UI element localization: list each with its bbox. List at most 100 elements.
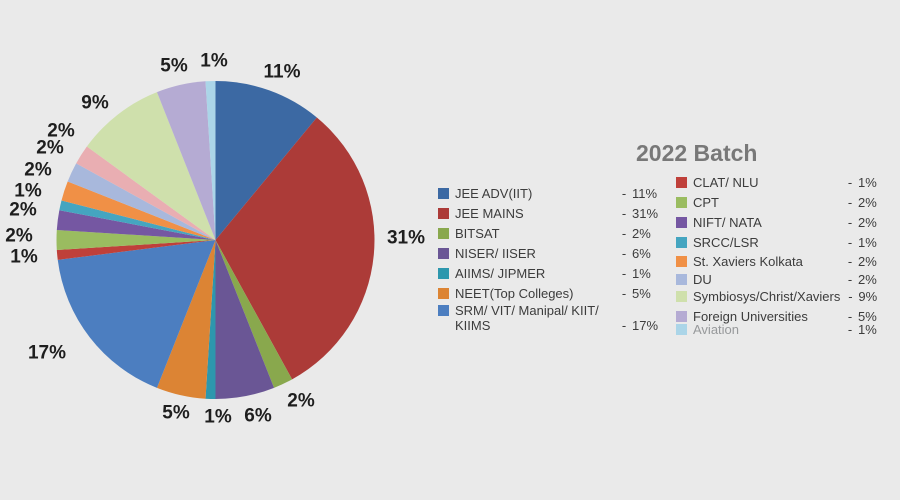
legend-separator: - bbox=[847, 309, 853, 324]
legend-swatch bbox=[438, 248, 449, 259]
legend-row: NEET(Top Colleges) -5% bbox=[438, 286, 668, 301]
pie-slice-NISER/ IISER bbox=[215, 240, 275, 399]
legend-value: 11% bbox=[632, 186, 658, 201]
pie-value-label: 2% bbox=[5, 226, 33, 247]
legend-value: 17% bbox=[632, 318, 659, 333]
pie-slice-AIIMS/ JIPMER bbox=[205, 240, 216, 399]
legend-label: St. Xaviers Kolkata bbox=[693, 254, 803, 269]
pie-slice-NEET(Top Colleges) bbox=[156, 240, 216, 399]
pie-slice-unlabeled bbox=[76, 146, 216, 240]
legend-value: 1% bbox=[858, 235, 877, 250]
pie-chart: 11%31%2%6%1%5%17%1%2%2%1%2%2%2%9%5% 1% bbox=[5, 51, 425, 428]
legend-value: 6% bbox=[632, 246, 651, 261]
pie-value-label: 1% bbox=[10, 247, 38, 268]
legend-label: Symbiosys/Christ/Xaviers bbox=[693, 289, 841, 304]
legend-row: CPT -2% bbox=[676, 195, 894, 210]
legend-value: 31% bbox=[632, 206, 659, 221]
legend-swatch bbox=[438, 305, 449, 316]
legend-separator: - bbox=[621, 286, 627, 301]
legend-row: SRM/ VIT/ Manipal/ KIIT/ KIIMS -17% bbox=[438, 303, 668, 333]
legend-separator: - bbox=[847, 322, 853, 337]
legend-label: DU bbox=[693, 272, 712, 287]
legend-separator: - bbox=[621, 206, 627, 221]
legend-separator: - bbox=[621, 246, 627, 261]
legend-separator: - bbox=[621, 226, 627, 241]
legend-column-2: CLAT/ NLU -1% CPT -2% NIFT/ NATA -2% SRCC/LSR -… bbox=[676, 0, 894, 500]
legend-swatch bbox=[438, 188, 449, 199]
pie-value-label: 9% bbox=[81, 93, 109, 114]
pie-value-label: 1% bbox=[200, 51, 228, 72]
legend-label: CPT bbox=[693, 195, 719, 210]
pie-slice-BITSAT bbox=[215, 240, 293, 388]
legend-swatch bbox=[676, 237, 687, 248]
legend-row: CLAT/ NLU -1% bbox=[676, 175, 894, 190]
pie-slice-SRM/ VIT/ Manipal/ KIIT/ KIIMS bbox=[57, 240, 216, 388]
chart-title: 2022 Batch bbox=[636, 140, 758, 166]
legend-separator: - bbox=[847, 215, 853, 230]
pie-slice-CPT bbox=[56, 230, 216, 250]
pie-slice-JEE ADV(IIT) bbox=[215, 81, 317, 240]
legend-value: 2% bbox=[858, 254, 877, 269]
legend-swatch bbox=[438, 288, 449, 299]
legend-label: JEE ADV(IIT) bbox=[455, 186, 533, 201]
legend-label: NIFT/ NATA bbox=[693, 215, 762, 230]
legend-separator: - bbox=[847, 254, 853, 269]
pie-slice-CLAT/ NLU bbox=[56, 240, 216, 260]
legend-swatch bbox=[676, 217, 687, 228]
pie-slice-Symbiosys/Christ/Xaviers bbox=[86, 92, 216, 240]
legend-row: DU -2% bbox=[676, 272, 894, 287]
pie-slice-JEE MAINS bbox=[215, 117, 375, 380]
pie-value-label: 2% bbox=[287, 391, 315, 412]
legend-row: JEE MAINS -31% bbox=[438, 206, 668, 221]
pie-value-label: 2% bbox=[47, 121, 75, 142]
pie-value-label: 11% bbox=[264, 62, 301, 83]
legend-swatch bbox=[438, 228, 449, 239]
legend-row: St. Xaviers Kolkata -2% bbox=[676, 254, 894, 269]
legend-value: 5% bbox=[632, 286, 651, 301]
legend-value: 1% bbox=[632, 266, 651, 281]
legend-label: SRCC/LSR bbox=[693, 235, 759, 250]
pie-value-label: 31% bbox=[387, 228, 425, 249]
legend-separator: - bbox=[847, 272, 853, 287]
legend-label: NISER/ IISER bbox=[455, 246, 536, 261]
legend-swatch bbox=[438, 208, 449, 219]
legend-label: AIIMS/ JIPMER bbox=[455, 266, 546, 281]
legend-value: 1% bbox=[858, 322, 877, 337]
legend-row: SRCC/LSR -1% bbox=[676, 235, 894, 250]
legend-value: 2% bbox=[858, 195, 877, 210]
legend-row: Foreign Universities -5% bbox=[676, 309, 894, 324]
legend-label: SRM/ VIT/ Manipal/ KIIT/ KIIMS bbox=[455, 303, 599, 333]
legend-swatch bbox=[676, 177, 687, 188]
pie-value-label: 1% bbox=[204, 407, 232, 428]
legend-swatch bbox=[676, 256, 687, 267]
legend-separator: - bbox=[621, 186, 627, 201]
legend-value: 2% bbox=[858, 272, 877, 287]
pie-value-label: 2% bbox=[36, 138, 64, 159]
legend-label: Foreign Universities bbox=[693, 309, 808, 324]
legend-label: Aviation bbox=[693, 322, 740, 337]
legend-swatch bbox=[438, 268, 449, 279]
legend-label: CLAT/ NLU bbox=[693, 175, 759, 190]
legend-row: AIIMS/ JIPMER -1% bbox=[438, 266, 668, 281]
legend-label: BITSAT bbox=[455, 226, 500, 241]
pie-slice-NIFT/ NATA bbox=[56, 210, 216, 240]
pie-slice-Aviation bbox=[205, 80, 216, 240]
pie-value-label: 1% bbox=[14, 181, 42, 202]
pie-value-label: 2% bbox=[9, 200, 37, 221]
legend-value: 1% bbox=[858, 175, 877, 190]
legend-swatch bbox=[676, 311, 687, 322]
pie-value-label: 5% bbox=[162, 403, 190, 424]
legend-label: JEE MAINS bbox=[455, 206, 524, 221]
legend-value: 5% bbox=[858, 309, 877, 324]
legend-value: 9% bbox=[858, 289, 878, 304]
pie-slice-Foreign Universities bbox=[156, 81, 216, 240]
pie-value-label: 2% bbox=[24, 160, 52, 181]
legend-swatch bbox=[676, 274, 687, 285]
legend-row: Aviation -1% bbox=[676, 322, 894, 337]
pie-slice-St. Xaviers Kolkata bbox=[61, 181, 216, 240]
pie-slice-DU bbox=[67, 163, 216, 240]
legend-row: BITSAT -2% bbox=[438, 226, 668, 241]
pie-value-label: 6% bbox=[244, 406, 272, 427]
legend-label: NEET(Top Colleges) bbox=[455, 286, 574, 301]
